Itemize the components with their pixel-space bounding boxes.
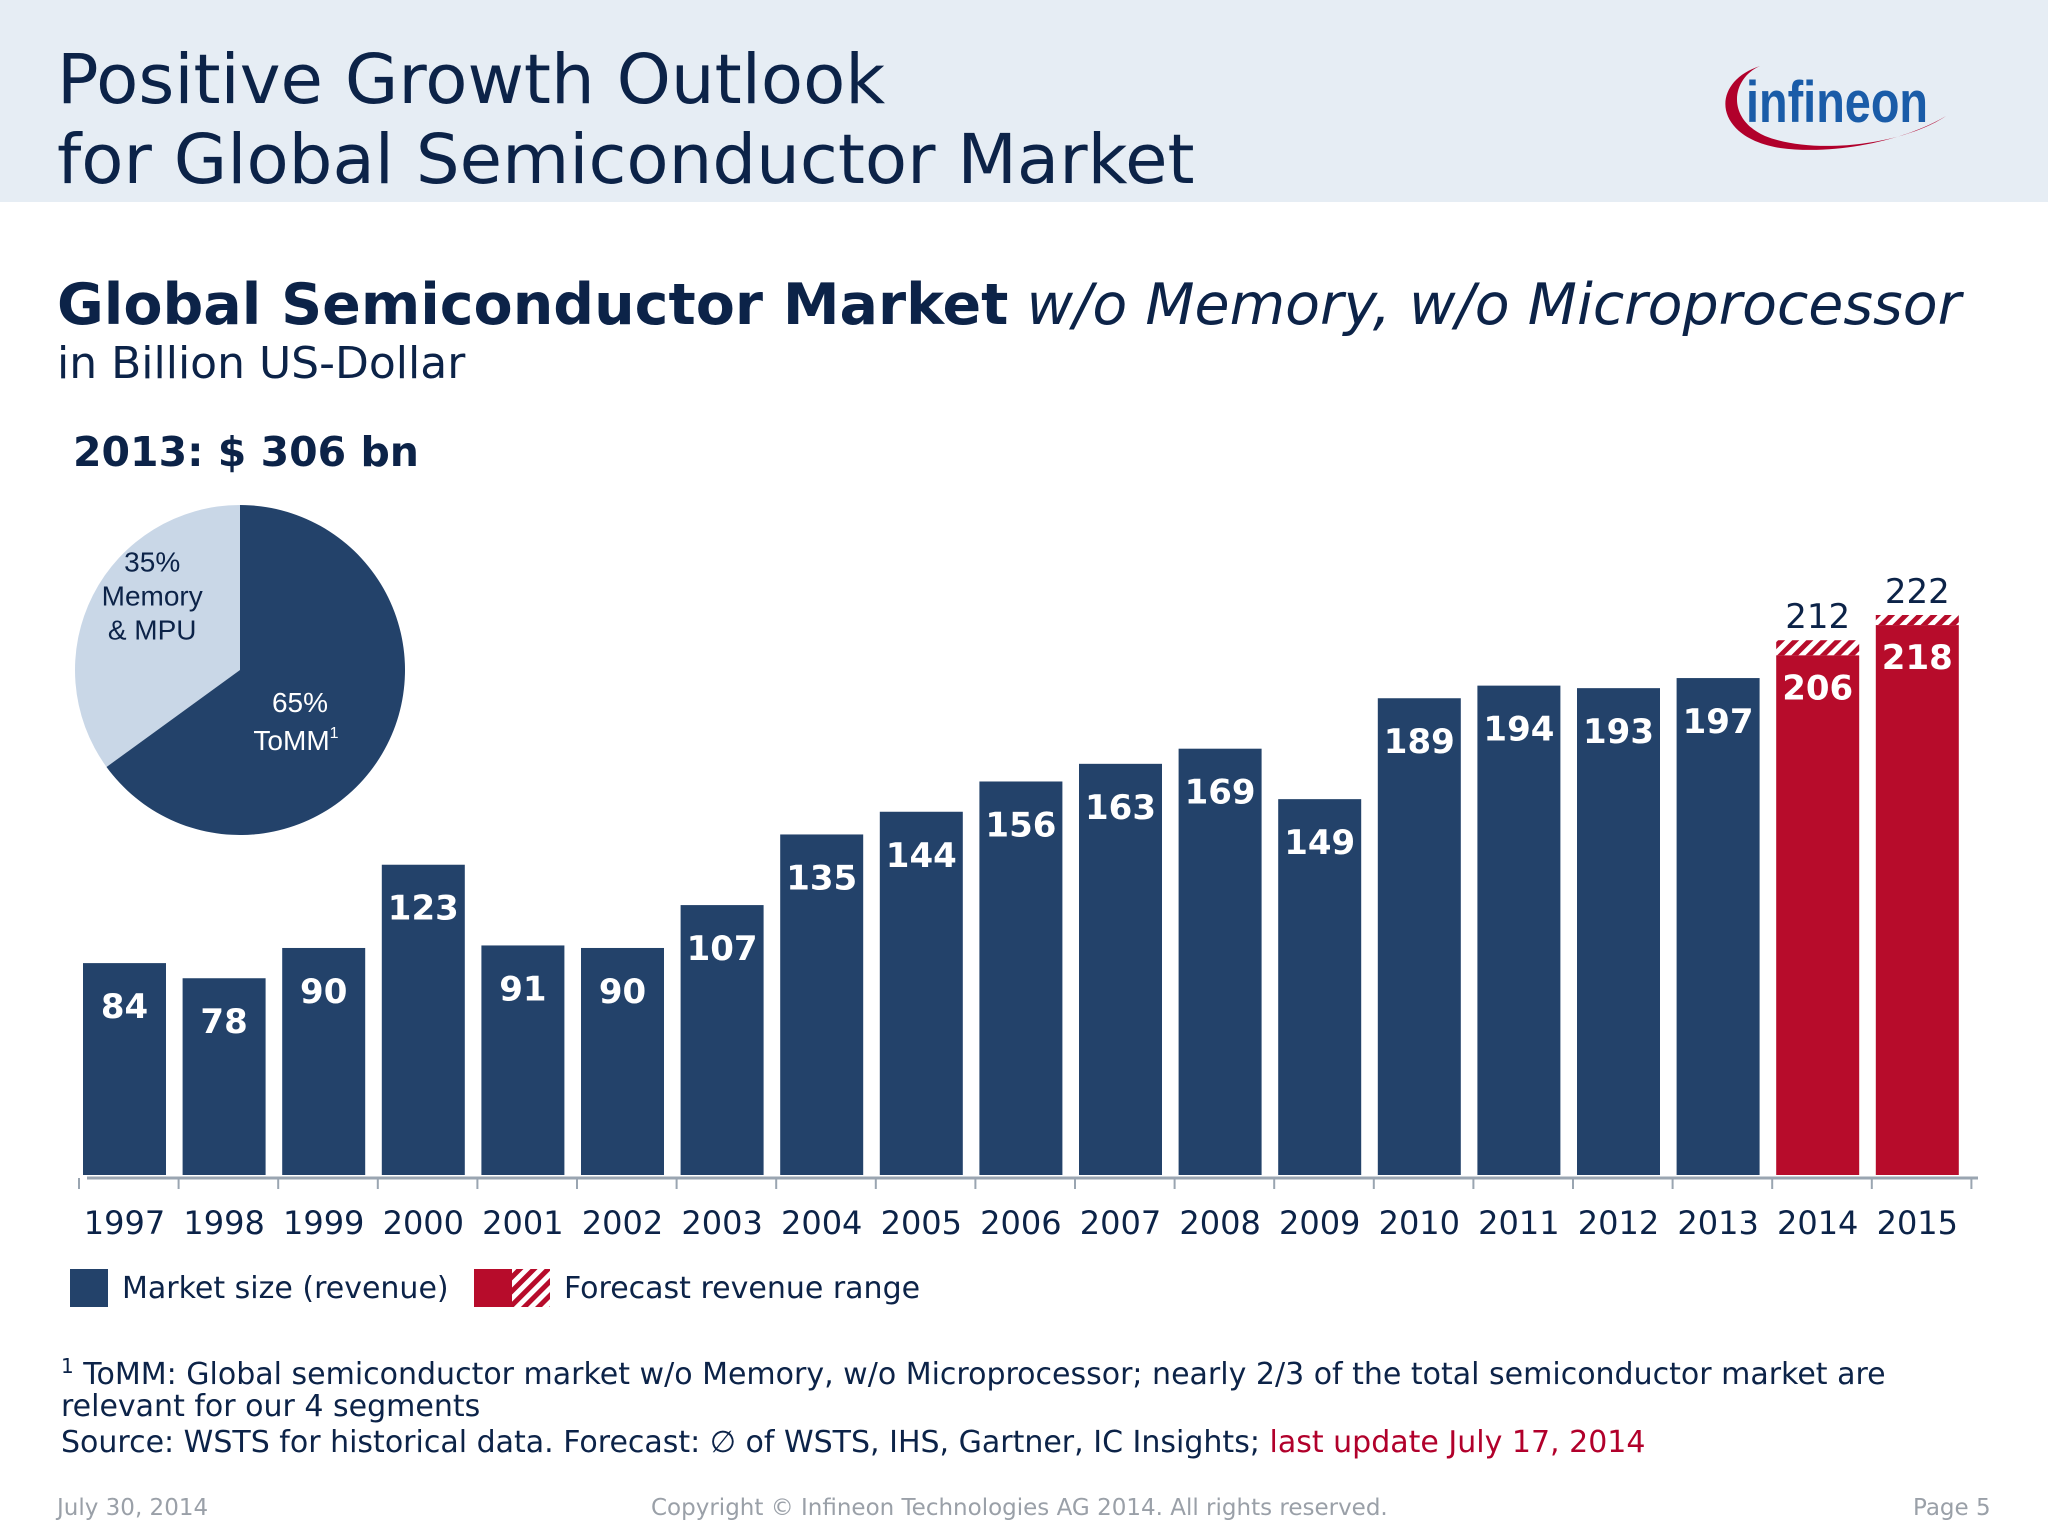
source-line: Source: WSTS for historical data. Foreca… [61,1425,1645,1460]
bar-label-2011: 194 [1483,710,1554,750]
bar-2008 [1178,748,1262,1175]
source-text: Source: WSTS for historical data. Foreca… [61,1425,1260,1460]
x-tick-label-2006: 2006 [980,1204,1061,1242]
bar-2010 [1377,698,1461,1175]
bar-2002 [581,947,664,1175]
pie-label-memory: 35% Memory & MPU [102,546,203,645]
x-tick-label-2001: 2001 [482,1204,563,1242]
bar-label-1997: 84 [101,987,148,1027]
forecast-range-2015 [1875,615,1959,626]
bar-label-2000: 123 [388,889,459,929]
last-update-text: last update July 17, 2014 [1269,1425,1646,1460]
forecast-bar-2015 [1875,625,1959,1175]
x-tick-label-2005: 2005 [881,1204,962,1242]
bar-label-2002: 90 [599,972,646,1012]
bar-label-2001: 91 [499,969,546,1009]
legend-market-label: Market size (revenue) [122,1270,449,1306]
bar-label-2008: 169 [1185,773,1256,813]
x-tick-label-2009: 2009 [1279,1204,1360,1242]
footnote-text: ToMM: Global semiconductor market w/o Me… [83,1357,1886,1392]
copyright-notice: Copyright © Infineon Technologies AG 201… [651,1495,1388,1521]
x-tick-label-1998: 1998 [183,1204,264,1242]
logo-swoosh [1725,66,1946,150]
bar-2009 [1278,799,1362,1175]
forecast-label-2015: 218 [1882,638,1953,678]
x-tick-label-1999: 1999 [283,1204,364,1242]
slide-title-line-2: for Global Semiconductor Market [57,120,1195,200]
slide-title-line-1: Positive Growth Outlook [57,40,886,120]
x-tick-label-2013: 2013 [1677,1204,1758,1242]
x-tick-label-2003: 2003 [681,1204,762,1242]
legend-forecast-label: Forecast revenue range [564,1270,921,1306]
bar-label-2005: 144 [886,836,957,876]
pie-total-label: 2013: $ 306 bn [73,428,419,476]
bar-label-2006: 156 [985,805,1056,845]
legend-forecast: Forecast revenue range [474,1268,920,1308]
legend-forecast-swatch [474,1269,550,1307]
footnote-line-2: relevant for our 4 segments [61,1389,481,1424]
x-tick-label-2015: 2015 [1877,1204,1958,1242]
logo-wordmark: infineon [1746,70,1928,135]
bar-label-2013: 197 [1683,702,1754,742]
pie-label-tomm: 65% ToMM1 [253,687,338,756]
pie-slice-memory-mpu [75,505,240,767]
slide-date: July 30, 2014 [57,1495,209,1521]
bar-1997 [83,963,166,1175]
bar-2012 [1577,688,1660,1175]
bar-2004 [780,834,864,1175]
bar-1999 [282,947,366,1175]
bar-label-2004: 135 [786,858,857,898]
bar-1998 [182,978,266,1175]
bar-2007 [1079,763,1162,1175]
infineon-logo: infineon [1725,66,1946,150]
page-number: Page 5 [1913,1495,1991,1521]
footnote-line-1: 1 ToMM: Global semiconductor market w/o … [61,1354,1886,1392]
bar-2011 [1477,685,1561,1175]
forecast-label-2014: 206 [1782,668,1853,708]
bar-2005 [879,811,963,1175]
x-tick-label-2007: 2007 [1080,1204,1161,1242]
bar-2006 [979,781,1063,1175]
x-tick-label-2008: 2008 [1179,1204,1260,1242]
chart-subtitle: Global Semiconductor Market w/o Memory, … [57,272,1961,338]
x-tick-label-2014: 2014 [1777,1204,1858,1242]
subtitle-italic: w/o Memory, w/o Microprocessor [1026,272,1962,338]
subtitle-bold: Global Semiconductor Market [57,272,1009,338]
x-tick-label-2011: 2011 [1478,1204,1559,1242]
x-tick-label-1997: 1997 [84,1204,165,1242]
x-tick-label-2000: 2000 [383,1204,464,1242]
footnote-marker: 1 [61,1354,74,1378]
x-tick-label-2012: 2012 [1578,1204,1659,1242]
bar-2000 [381,864,465,1175]
slide-header [0,0,2048,202]
pie-slice-tomm [106,505,405,835]
legend-market: Market size (revenue) [70,1268,449,1308]
bar-label-2010: 189 [1384,722,1455,762]
forecast-upper-label-2014: 212 [1785,597,1850,637]
bar-2013 [1676,678,1760,1175]
bar-label-1998: 78 [200,1002,247,1042]
bar-label-2007: 163 [1085,788,1156,828]
x-tick-label-2004: 2004 [781,1204,862,1242]
bar-label-2003: 107 [687,929,758,969]
legend-market-swatch [70,1269,108,1307]
unit-label: in Billion US-Dollar [57,338,466,389]
bar-2001 [481,945,565,1175]
x-tick-label-2002: 2002 [582,1204,663,1242]
x-tick-label-2010: 2010 [1379,1204,1460,1242]
bar-label-1999: 90 [300,972,347,1012]
forecast-upper-label-2015: 222 [1885,572,1950,612]
bar-2003 [680,905,764,1175]
bar-label-2009: 149 [1284,823,1355,863]
forecast-bar-2014 [1776,655,1860,1175]
forecast-range-2014 [1776,640,1860,656]
market-share-pie: 35% Memory & MPU 65% ToMM1 [75,505,405,835]
bar-label-2012: 193 [1583,712,1654,752]
